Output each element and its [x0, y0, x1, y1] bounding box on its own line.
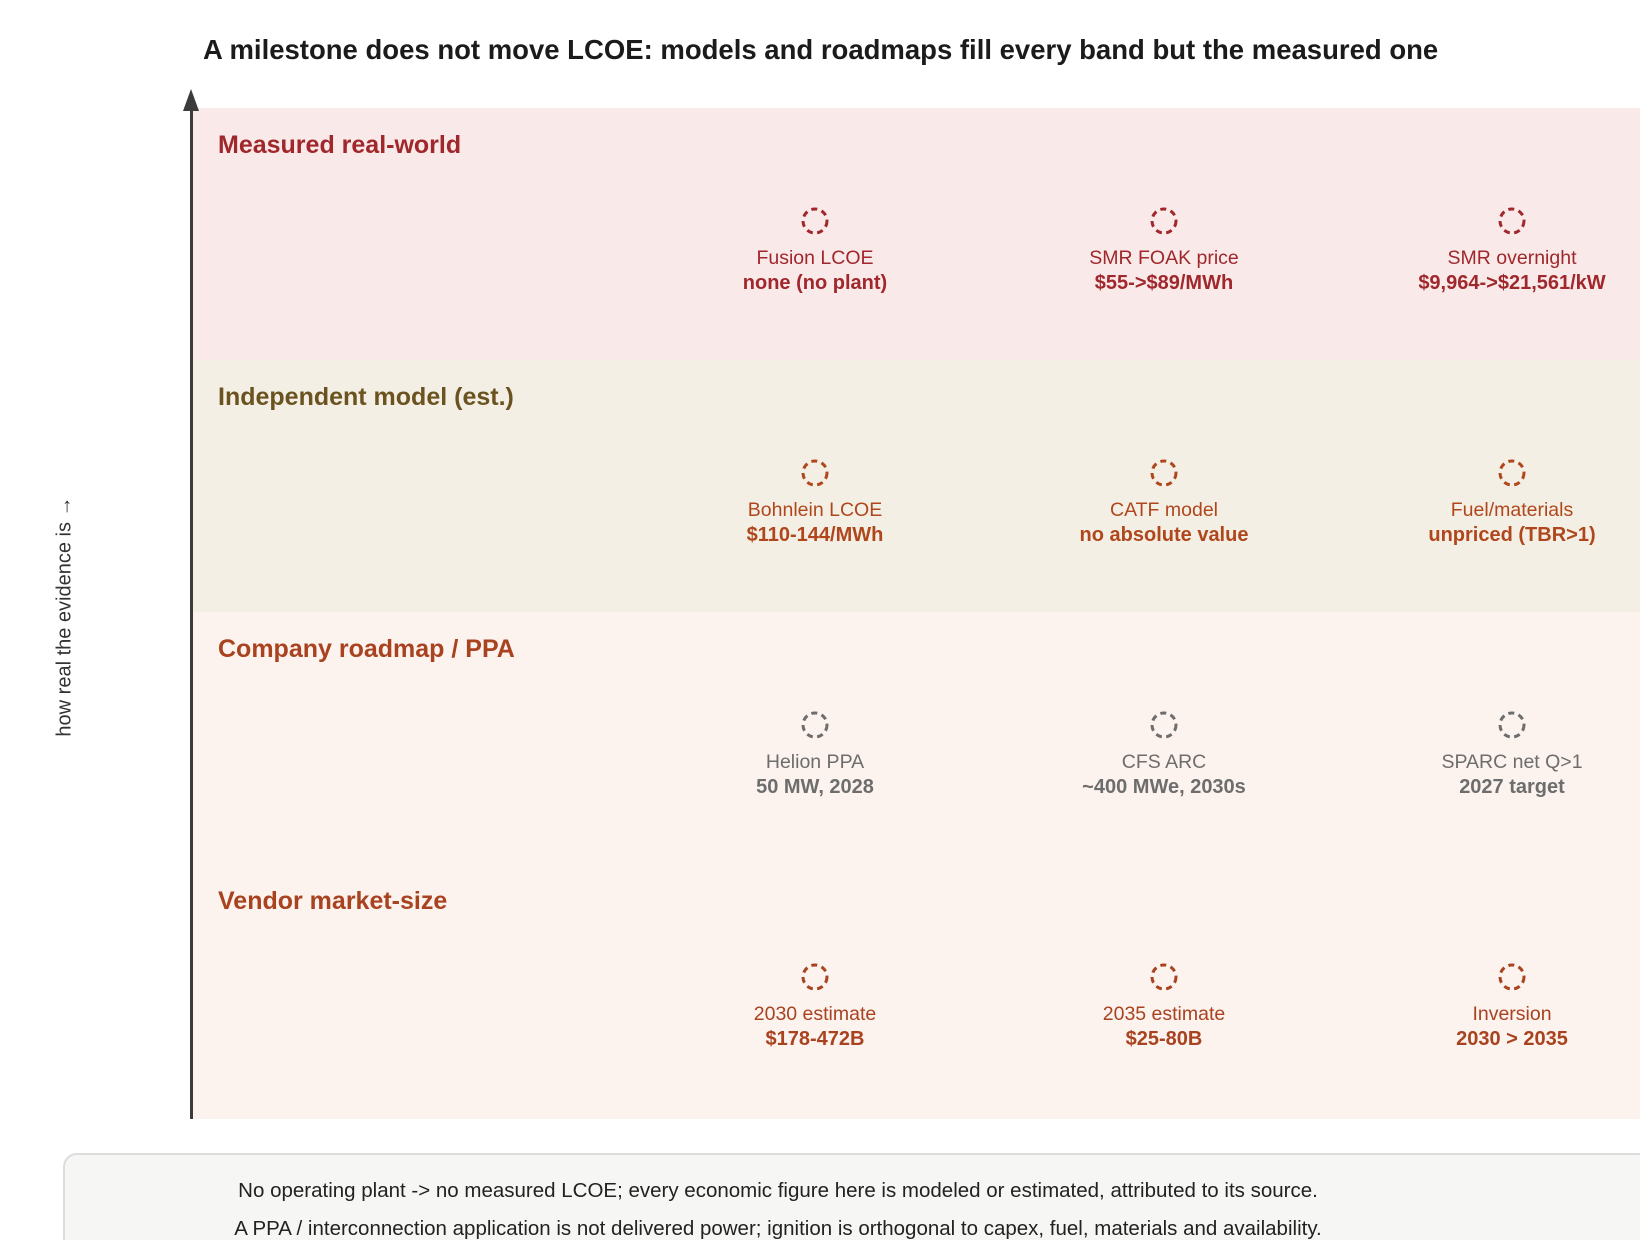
- item-value: $178-472B: [765, 1028, 865, 1050]
- item-value: ~400 MWe, 2030s: [1082, 776, 1246, 798]
- item-value: $55->$89/MWh: [1094, 272, 1234, 294]
- band-item: Bohnlein LCOE $110-144/MWh: [650, 457, 980, 548]
- band-item: Fusion LCOE none (no plant): [650, 205, 980, 296]
- dashed-ring-icon: [1498, 207, 1526, 235]
- band-measured: Measured real-world Fusion LCOE none (no…: [193, 108, 1640, 360]
- item-value: 2030 > 2035: [1456, 1028, 1568, 1050]
- item-label: CATF model: [1110, 499, 1218, 521]
- band-label: Measured real-world: [218, 131, 462, 159]
- dashed-ring-icon: [1498, 963, 1526, 991]
- item-label: 2035 estimate: [1102, 1003, 1226, 1025]
- dashed-ring-icon: [1150, 207, 1178, 235]
- item-label: SMR FOAK price: [1089, 247, 1239, 269]
- band-item: Fuel/materials unpriced (TBR>1): [1347, 457, 1640, 548]
- dashed-ring-icon: [801, 711, 829, 739]
- band-item: SMR FOAK price $55->$89/MWh: [999, 205, 1329, 296]
- band-label: Company roadmap / PPA: [218, 635, 515, 663]
- item-value: $25-80B: [1125, 1028, 1203, 1050]
- item-label: 2030 estimate: [753, 1003, 877, 1025]
- band-item: CATF model no absolute value: [999, 457, 1329, 548]
- band-label: Vendor market-size: [218, 887, 448, 915]
- dashed-ring-icon: [1498, 459, 1526, 487]
- item-label: SMR overnight: [1447, 247, 1577, 269]
- dashed-ring-icon: [1498, 711, 1526, 739]
- item-label: Bohnlein LCOE: [747, 499, 883, 521]
- band-independent-model: Independent model (est.) Bohnlein LCOE $…: [193, 360, 1640, 612]
- item-value: $110-144/MWh: [746, 524, 884, 546]
- band-label: Independent model (est.): [218, 383, 514, 411]
- y-axis-label: how real the evidence is →: [53, 496, 76, 737]
- band-company-roadmap: Company roadmap / PPA Helion PPA 50 MW, …: [193, 612, 1640, 864]
- band-item: SMR overnight $9,964->$21,561/kW: [1347, 205, 1640, 296]
- item-value: $9,964->$21,561/kW: [1418, 272, 1606, 294]
- item-label: Fusion LCOE: [756, 247, 874, 269]
- item-value: none (no plant): [742, 272, 888, 294]
- item-value: unpriced (TBR>1): [1428, 524, 1596, 546]
- y-axis-line: [190, 108, 193, 1119]
- dashed-ring-icon: [1150, 963, 1178, 991]
- y-axis-arrow-icon: [183, 89, 199, 111]
- item-label: Inversion: [1472, 1003, 1552, 1025]
- item-label: SPARC net Q>1: [1441, 751, 1583, 773]
- dashed-ring-icon: [801, 963, 829, 991]
- dashed-ring-icon: [801, 207, 829, 235]
- dashed-ring-icon: [1150, 711, 1178, 739]
- footer-line: A PPA / interconnection application is n…: [234, 1217, 1322, 1240]
- dashed-ring-icon: [1150, 459, 1178, 487]
- item-label: Fuel/materials: [1450, 499, 1574, 521]
- diagram-title: A milestone does not move LCOE: models a…: [203, 34, 1439, 65]
- item-value: no absolute value: [1079, 524, 1249, 546]
- band-item: 2035 estimate $25-80B: [999, 961, 1329, 1052]
- band-item: 2030 estimate $178-472B: [650, 961, 980, 1052]
- footer-note: No operating plant -> no measured LCOE; …: [63, 1153, 1640, 1240]
- footer-line: No operating plant -> no measured LCOE; …: [238, 1179, 1318, 1202]
- item-value: 2027 target: [1459, 776, 1565, 798]
- band-item: CFS ARC ~400 MWe, 2030s: [999, 709, 1329, 800]
- band-vendor-market-size: Vendor market-size 2030 estimate $178-47…: [193, 864, 1640, 1119]
- band-item: Helion PPA 50 MW, 2028: [650, 709, 980, 800]
- dashed-ring-icon: [801, 459, 829, 487]
- item-label: Helion PPA: [765, 751, 865, 773]
- band-item: SPARC net Q>1 2027 target: [1347, 709, 1640, 800]
- item-value: 50 MW, 2028: [756, 776, 874, 798]
- band-item: Inversion 2030 > 2035: [1347, 961, 1640, 1052]
- item-label: CFS ARC: [1121, 751, 1207, 773]
